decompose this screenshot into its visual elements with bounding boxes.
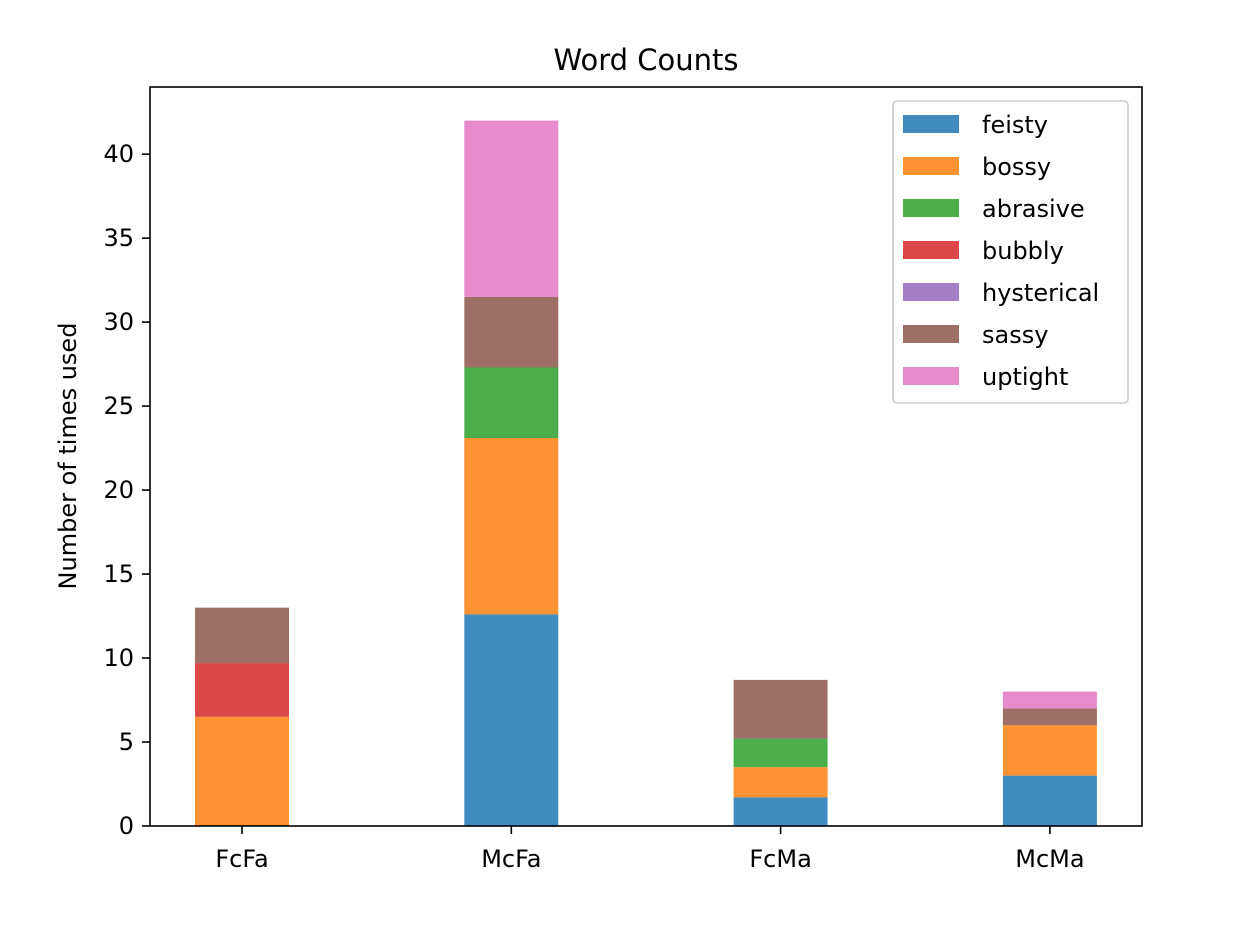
bar-McFa-bossy [464, 438, 559, 615]
bar-FcMa-sassy [733, 679, 828, 739]
bar-McFa-sassy [464, 296, 559, 368]
legend-label-uptight: uptight [982, 363, 1068, 391]
y-tick-label: 25 [103, 392, 134, 420]
legend-label-hysterical: hysterical [982, 279, 1099, 307]
bar-McMa-feisty [1002, 775, 1097, 826]
bar-FcMa-feisty [733, 797, 828, 826]
y-axis-label: Number of times used [54, 323, 82, 590]
x-tick-label: McMa [1015, 845, 1084, 873]
bar-McMa-bossy [1002, 725, 1097, 776]
legend-swatch-uptight [903, 367, 959, 385]
legend-label-feisty: feisty [982, 111, 1048, 139]
bar-FcMa-abrasive [733, 738, 828, 768]
x-tick-label: McFa [481, 845, 541, 873]
legend-label-bossy: bossy [982, 153, 1051, 181]
bar-FcFa-bubbly [195, 663, 289, 717]
x-axis: FcFa McFa FcMa McMa [215, 826, 1085, 873]
bar-McMa-sassy [1002, 708, 1097, 726]
legend-swatch-bossy [903, 157, 959, 175]
y-tick-label: 20 [103, 476, 134, 504]
bar-McMa-uptight [1002, 691, 1097, 709]
bars-layer [195, 120, 1097, 826]
bar-McFa-feisty [464, 614, 559, 826]
legend-label-sassy: sassy [982, 321, 1048, 349]
y-tick-label: 5 [119, 728, 134, 756]
y-tick-label: 0 [119, 812, 134, 840]
bar-McFa-abrasive [464, 367, 559, 439]
legend-swatch-bubbly [903, 241, 959, 259]
legend-swatch-hysterical [903, 283, 959, 301]
y-tick-label: 30 [103, 308, 134, 336]
bar-McFa-uptight [464, 120, 559, 297]
chart-title: Word Counts [554, 43, 739, 77]
y-tick-label: 35 [103, 224, 134, 252]
plot-frame [149, 86, 1143, 827]
bar-FcFa-bossy [195, 716, 289, 826]
legend-swatch-abrasive [903, 199, 959, 217]
legend-swatch-sassy [903, 325, 959, 343]
y-tick-label: 10 [103, 644, 134, 672]
legend-label-bubbly: bubbly [982, 237, 1064, 265]
bar-FcMa-bossy [733, 767, 828, 798]
y-tick-label: 40 [103, 140, 134, 168]
bar-FcFa-sassy [195, 607, 289, 664]
legend-swatch-feisty [903, 115, 959, 133]
legend: feisty bossy abrasive bubbly hysterical sassy… [892, 100, 1129, 404]
y-axis: 0 5 10 15 20 25 30 35 40 [103, 140, 150, 840]
x-tick-label: FcMa [749, 845, 811, 873]
y-tick-label: 15 [103, 560, 134, 588]
legend-label-abrasive: abrasive [982, 195, 1085, 223]
x-tick-label: FcFa [215, 845, 268, 873]
